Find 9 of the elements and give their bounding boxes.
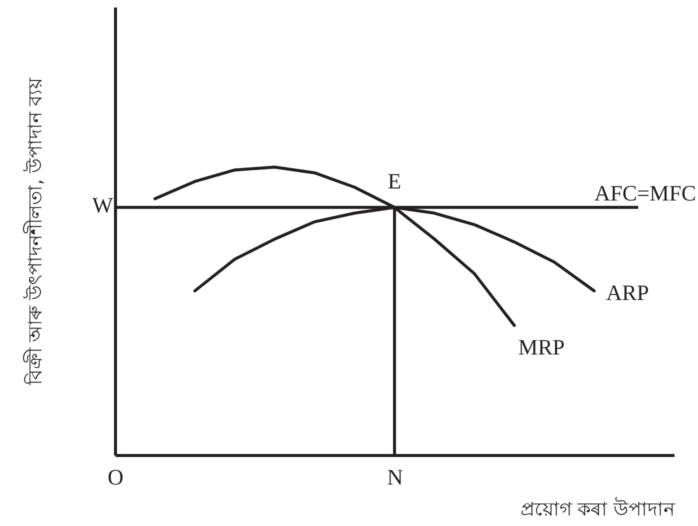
x-tick-label: N [387,464,404,490]
y-axis-title: বিক্ৰী আৰু উৎপাদনশীলতা, উপাদান ব্যয় [24,76,46,386]
series-label: MRP [518,334,565,360]
ref-line-label: AFC=MFC [594,180,696,206]
x-axis-title: প্ৰয়োগ কৰা উপাদান [520,498,676,520]
x-tick-label: O [108,464,124,490]
annotation: E [388,168,402,194]
series-label: ARP [606,280,649,305]
text: W [92,192,114,218]
